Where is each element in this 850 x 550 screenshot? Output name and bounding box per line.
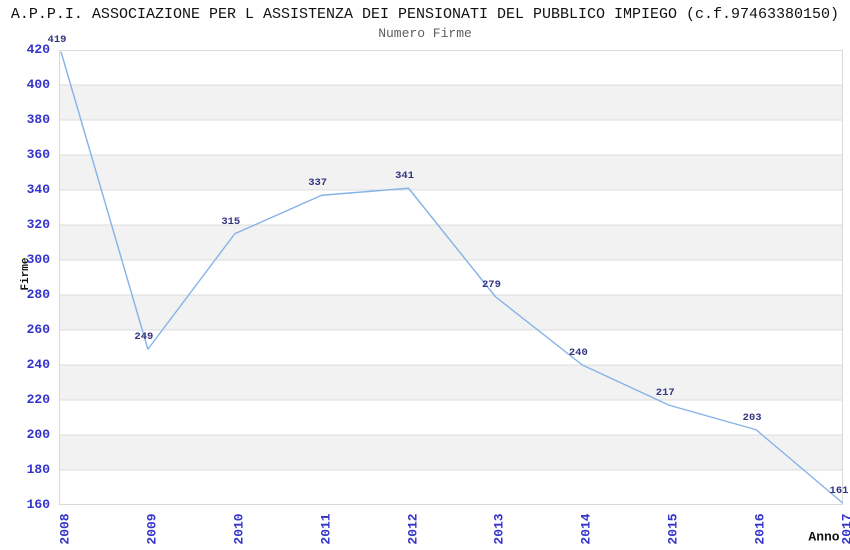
y-tick-label: 200: [26, 427, 50, 442]
data-point-label: 315: [221, 215, 241, 228]
x-tick-label: 2008: [57, 513, 73, 545]
x-tick-label: 2010: [231, 513, 247, 545]
plot-border: [59, 50, 843, 505]
band-row: [59, 225, 843, 260]
data-point-label: 249: [134, 331, 154, 344]
band-row: [59, 155, 843, 190]
y-tick-label: 260: [26, 322, 50, 337]
series-line: [60, 51, 843, 504]
data-point-label: 337: [308, 177, 328, 190]
x-tick-label: 2013: [491, 513, 507, 545]
band-row: [59, 330, 843, 365]
data-point-label: 419: [47, 33, 67, 46]
y-tick-label: 280: [26, 287, 50, 302]
y-tick-label: 180: [26, 462, 50, 477]
band-row: [59, 190, 843, 225]
y-tick-label: 300: [26, 252, 50, 267]
y-tick-label: 160: [26, 497, 50, 512]
chart-subtitle: Numero Firme: [378, 26, 472, 41]
x-tick-label: 2017: [839, 513, 850, 545]
data-point-label: 217: [655, 387, 675, 400]
band-row: [59, 435, 843, 470]
y-tick-label: 420: [26, 42, 50, 57]
y-tick-label: 220: [26, 392, 50, 407]
data-point-label: 240: [568, 347, 588, 359]
y-tick-label: 320: [26, 217, 50, 232]
y-tick-label: 240: [26, 357, 50, 372]
data-point-label: 341: [395, 170, 414, 183]
band-row: [59, 120, 843, 155]
band-row: [59, 85, 843, 120]
band-row: [59, 365, 843, 400]
data-point-label: 161: [829, 485, 849, 498]
band-row: [59, 470, 843, 505]
y-tick-label: 340: [26, 182, 50, 197]
chart-title: A.P.P.I. ASSOCIAZIONE PER L ASSISTENZA D…: [10, 6, 840, 23]
y-tick-label: 360: [26, 147, 50, 162]
plot-area: [59, 50, 843, 505]
band-row: [59, 260, 843, 295]
band-row: [59, 50, 843, 85]
x-tick-label: 2014: [578, 513, 594, 545]
x-tick-label: 2009: [144, 513, 160, 545]
x-tick-label: 2016: [752, 513, 768, 545]
y-tick-label: 400: [26, 77, 50, 92]
band-row: [59, 295, 843, 330]
x-tick-label: 2012: [405, 513, 421, 545]
data-point-label: 279: [481, 278, 501, 291]
data-point-label: 203: [742, 411, 762, 424]
x-tick-label: 2011: [318, 513, 334, 545]
x-axis-title: Anno: [808, 529, 840, 545]
band-row: [59, 400, 843, 435]
x-tick-label: 2015: [665, 513, 681, 545]
y-tick-label: 380: [26, 112, 50, 127]
